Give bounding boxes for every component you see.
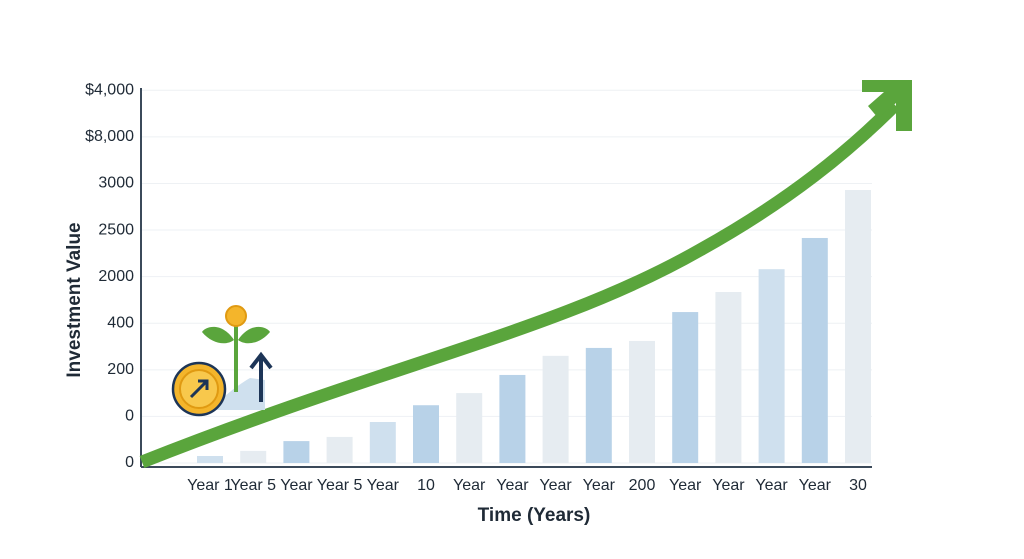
x-tick-label: 200 bbox=[629, 477, 656, 494]
bar bbox=[672, 312, 699, 463]
x-tick-label: 30 bbox=[849, 477, 867, 494]
y-tick-label: 0 bbox=[125, 408, 134, 425]
y-tick-label: 2000 bbox=[98, 268, 134, 285]
bar bbox=[413, 405, 439, 463]
bar bbox=[542, 355, 569, 463]
x-tick-label: Year bbox=[496, 477, 529, 494]
bar bbox=[197, 456, 223, 463]
bar bbox=[499, 374, 526, 463]
bars bbox=[197, 189, 871, 464]
x-tick-label: Year bbox=[453, 477, 486, 494]
y-tick-label: $4,000 bbox=[85, 82, 134, 99]
y-tick-label: 200 bbox=[107, 361, 134, 378]
bar bbox=[369, 422, 396, 463]
bar bbox=[240, 450, 267, 463]
x-tick-label: Year bbox=[583, 477, 616, 494]
x-tick-label: Year bbox=[799, 477, 832, 494]
y-tick-label: 0 bbox=[125, 454, 134, 471]
bar bbox=[585, 347, 612, 463]
x-tick-label: Year bbox=[669, 477, 702, 494]
x-tick-label: Year 5 bbox=[230, 477, 276, 494]
y-axis-title: Investment Value bbox=[64, 222, 85, 377]
growth-icon bbox=[171, 305, 273, 417]
bar bbox=[283, 441, 310, 463]
x-tick-label: Year bbox=[367, 477, 400, 494]
arrow-head bbox=[862, 80, 912, 131]
bar bbox=[845, 189, 871, 464]
x-axis-title: Time (Years) bbox=[478, 505, 591, 526]
x-tick-label: Year bbox=[280, 477, 313, 494]
trend-arrow bbox=[139, 100, 900, 469]
y-tick-label: 2500 bbox=[98, 221, 134, 238]
bar bbox=[758, 269, 785, 463]
x-tick-label: 10 bbox=[417, 477, 435, 494]
bar bbox=[801, 237, 828, 463]
y-tick-label: 400 bbox=[107, 314, 134, 331]
y-tick-label: 3000 bbox=[98, 175, 134, 192]
bar bbox=[629, 340, 655, 463]
y-tick-label: $8,000 bbox=[85, 128, 134, 145]
x-tick-label: Year bbox=[755, 477, 788, 494]
x-tick-label: Year bbox=[712, 477, 745, 494]
bar bbox=[715, 292, 742, 463]
x-tick-label: Year 1 bbox=[187, 477, 233, 494]
x-tick-label: Year 5 bbox=[317, 477, 363, 494]
bar bbox=[326, 436, 353, 463]
x-tick-label: Year bbox=[539, 477, 572, 494]
bar bbox=[456, 393, 483, 463]
